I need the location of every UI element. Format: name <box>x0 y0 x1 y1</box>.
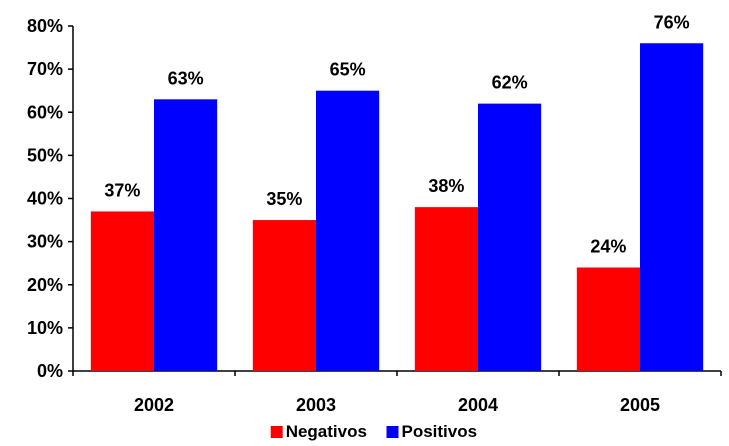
legend-swatch-positivos <box>386 426 399 438</box>
y-tick-label: 70% <box>27 59 63 79</box>
data-label: 35% <box>266 189 302 209</box>
data-label: 62% <box>492 73 528 93</box>
x-tick-label: 2003 <box>296 395 336 415</box>
bars <box>90 43 704 371</box>
y-tick-label: 10% <box>27 318 63 338</box>
y-tick-label: 20% <box>27 275 63 295</box>
legend: Negativos Positivos <box>270 422 478 441</box>
data-label: 65% <box>330 60 366 80</box>
bar-positivos-2005 <box>640 43 704 371</box>
data-label: 76% <box>654 12 690 32</box>
legend-label: Negativos <box>286 422 367 441</box>
x-tick-label: 2005 <box>620 395 660 415</box>
y-tick-label: 30% <box>27 232 63 252</box>
data-label: 24% <box>590 237 626 257</box>
bar-positivos-2002 <box>154 99 218 371</box>
bar-negativos-2002 <box>90 211 154 371</box>
x-tick-label: 2002 <box>134 395 174 415</box>
data-label: 38% <box>428 176 464 196</box>
y-tick-label: 0% <box>37 361 63 381</box>
legend-swatch-negativos <box>270 426 283 438</box>
y-tick-label: 80% <box>27 16 63 36</box>
data-label: 37% <box>104 180 140 200</box>
y-tick-label: 40% <box>27 189 63 209</box>
bar-positivos-2004 <box>478 103 542 371</box>
data-labels: 37% 63% 35% 65% 38% 62% 24% 76% <box>104 12 689 256</box>
bar-negativos-2004 <box>414 207 478 371</box>
x-tick-label: 2004 <box>458 395 498 415</box>
legend-label: Positivos <box>402 422 478 441</box>
bar-negativos-2005 <box>576 267 640 371</box>
data-label: 63% <box>168 68 204 88</box>
bar-negativos-2003 <box>252 220 316 371</box>
bar-positivos-2003 <box>316 90 380 371</box>
y-tick-label: 60% <box>27 102 63 122</box>
y-tick-label: 50% <box>27 145 63 165</box>
